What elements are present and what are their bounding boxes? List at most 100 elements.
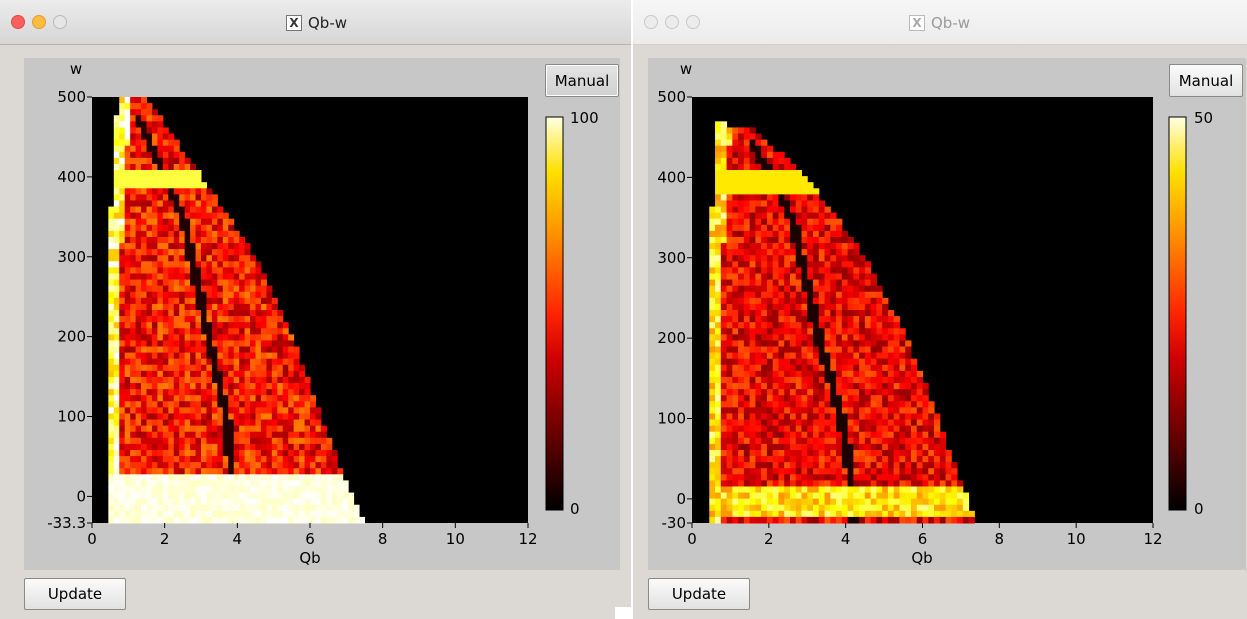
close-icon[interactable]	[644, 15, 658, 29]
heatmap-cell	[195, 170, 202, 177]
heatmap-cell	[260, 364, 267, 372]
heatmap-cell	[124, 516, 131, 524]
heatmap-cell	[293, 346, 300, 354]
heatmap-cell	[847, 498, 854, 506]
heatmap-cell	[179, 376, 186, 384]
heatmap-cell	[870, 510, 877, 518]
heatmap-cell	[108, 206, 115, 214]
heatmap-cell	[168, 443, 175, 451]
zoom-icon[interactable]	[686, 15, 700, 29]
zoom-icon[interactable]	[53, 15, 67, 29]
heatmap-cell	[882, 389, 889, 396]
heatmap-cell	[887, 334, 895, 341]
heatmap-cell	[244, 456, 251, 463]
resize-grip-icon[interactable]	[615, 607, 631, 619]
heatmap-cell	[113, 236, 120, 244]
heatmap-cell	[157, 157, 164, 165]
heatmap-cell	[184, 358, 191, 366]
heatmap-cell	[157, 139, 164, 147]
heatmap-cell	[795, 389, 802, 396]
heatmap-cell	[195, 449, 202, 457]
heatmap-cell	[743, 462, 751, 469]
heatmap-cell	[882, 480, 889, 487]
heatmap-cell	[830, 370, 837, 378]
heatmap-cell	[331, 516, 338, 524]
heatmap-cell	[766, 468, 774, 475]
heatmap-cell	[801, 449, 808, 457]
heatmap-cell	[864, 358, 872, 366]
heatmap-cell	[119, 322, 126, 329]
minimize-icon[interactable]	[665, 15, 679, 29]
heatmap-cell	[726, 194, 733, 201]
heatmap-cell	[151, 370, 158, 378]
heatmap-cell	[141, 310, 147, 317]
heatmap-cell	[206, 425, 213, 433]
y-tick-label: 500	[657, 88, 686, 106]
manual-button[interactable]: Manual	[1169, 64, 1243, 97]
heatmap-cell	[766, 510, 774, 518]
heatmap-cell	[239, 340, 246, 348]
heatmap-cell	[784, 243, 791, 250]
heatmap-cell	[151, 182, 158, 189]
heatmap-cell	[853, 456, 860, 463]
heatmap-cell	[726, 437, 733, 445]
heatmap-cell	[801, 364, 808, 372]
heatmap-cell	[184, 340, 191, 348]
heatmap-cell	[119, 182, 126, 189]
heatmap-cell	[789, 425, 797, 433]
heatmap-cell	[738, 443, 745, 451]
heatmap-cell	[222, 383, 229, 390]
heatmap-cell	[807, 498, 814, 506]
manual-button[interactable]: Manual	[545, 64, 619, 97]
heatmap-cell	[271, 413, 278, 421]
heatmap-cell	[239, 376, 246, 384]
heatmap-cell	[135, 474, 142, 481]
heatmap-cell	[146, 310, 153, 317]
heatmap-cell	[151, 510, 158, 518]
heatmap-cell	[113, 206, 120, 214]
heatmap-cell	[761, 182, 768, 189]
heatmap-cell	[201, 504, 207, 512]
title-bar[interactable]: X Qb-w	[633, 0, 1247, 45]
heatmap-cell	[184, 249, 191, 256]
heatmap-cell	[789, 492, 797, 500]
heatmap-cell	[157, 145, 164, 153]
heatmap-cell	[130, 170, 137, 177]
heatmap-cell	[772, 480, 779, 487]
heatmap-cell	[778, 370, 785, 378]
heatmap-cell	[244, 285, 251, 293]
update-button[interactable]: Update	[24, 578, 126, 610]
heatmap-cell	[168, 474, 175, 481]
heatmap-cell	[211, 249, 218, 256]
title-bar[interactable]: X Qb-w	[0, 0, 631, 45]
heatmap-cell	[168, 437, 175, 445]
heatmap-cell	[720, 212, 728, 220]
heatmap-cell	[141, 206, 147, 214]
heatmap-cell	[255, 486, 262, 494]
heatmap-cell	[766, 407, 774, 414]
heatmap-cell	[201, 340, 207, 348]
heatmap-cell	[108, 358, 115, 366]
heatmap-cell	[743, 474, 751, 481]
heatmap-cell	[260, 401, 267, 408]
heatmap-cell	[266, 291, 273, 299]
heatmap-cell	[141, 480, 147, 487]
close-icon[interactable]	[11, 15, 25, 29]
heatmap-cell	[260, 419, 267, 427]
heatmap-cell	[135, 297, 142, 305]
heatmap-cell	[882, 462, 889, 469]
heatmap-cell	[255, 364, 262, 372]
heatmap-cell	[146, 456, 153, 463]
heatmap-cell	[233, 346, 240, 354]
heatmap-cell	[277, 492, 284, 500]
heatmap-cell	[162, 182, 169, 189]
heatmap-cell	[870, 340, 877, 348]
update-button[interactable]: Update	[648, 578, 750, 610]
heatmap-cell	[190, 498, 197, 506]
heatmap-cell	[772, 334, 779, 341]
heatmap-cell	[157, 498, 164, 506]
heatmap-cell	[749, 145, 756, 153]
heatmap-cell	[870, 437, 877, 445]
minimize-icon[interactable]	[32, 15, 46, 29]
heatmap-cell	[882, 328, 889, 335]
